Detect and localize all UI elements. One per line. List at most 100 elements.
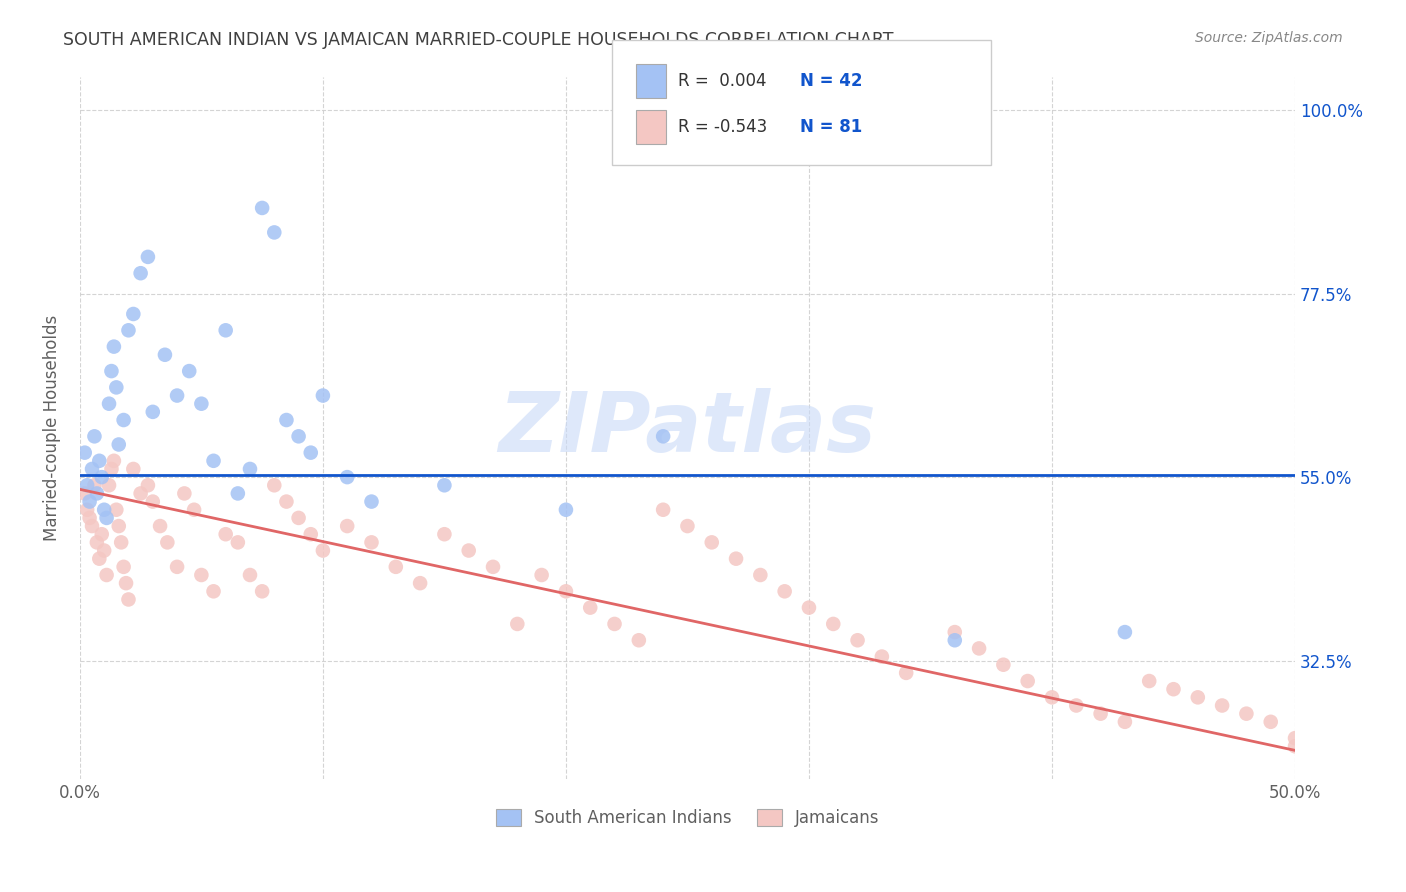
Text: R =  0.004: R = 0.004: [678, 72, 766, 90]
Point: [993, 657, 1015, 672]
Point: [1187, 690, 1209, 705]
Point: [215, 323, 238, 337]
Point: [250, 584, 273, 599]
Point: [312, 543, 335, 558]
Point: [93, 543, 115, 558]
Point: [555, 502, 578, 516]
Point: [96, 568, 118, 582]
Point: [89, 551, 111, 566]
Point: [100, 364, 122, 378]
Y-axis label: Married-couple Households: Married-couple Households: [44, 315, 60, 541]
Point: [1114, 625, 1136, 640]
Point: [142, 405, 165, 419]
Point: [202, 454, 225, 468]
Point: [773, 584, 796, 599]
Point: [239, 462, 262, 476]
Point: [179, 364, 201, 378]
Point: [153, 348, 176, 362]
Point: [90, 527, 112, 541]
Point: [80, 462, 103, 476]
Point: [129, 266, 152, 280]
Point: [173, 486, 195, 500]
Point: [967, 641, 990, 656]
Point: [287, 429, 309, 443]
Point: [215, 527, 238, 541]
Point: [107, 437, 129, 451]
Legend: South American Indians, Jamaicans: South American Indians, Jamaicans: [489, 802, 886, 834]
Point: [263, 478, 285, 492]
Point: [79, 511, 101, 525]
Point: [360, 535, 382, 549]
Point: [117, 592, 139, 607]
Point: [122, 307, 145, 321]
Point: [627, 633, 650, 648]
Point: [103, 454, 125, 468]
Text: N = 81: N = 81: [800, 119, 862, 136]
Point: [1163, 682, 1185, 697]
Point: [129, 486, 152, 500]
Point: [250, 201, 273, 215]
Point: [409, 576, 432, 591]
Point: [797, 600, 820, 615]
Point: [73, 486, 96, 500]
Point: [846, 633, 869, 648]
Point: [90, 470, 112, 484]
Point: [107, 519, 129, 533]
Point: [1260, 714, 1282, 729]
Point: [76, 478, 98, 492]
Point: [183, 502, 205, 516]
Point: [122, 462, 145, 476]
Point: [226, 535, 249, 549]
Point: [287, 511, 309, 525]
Point: [79, 494, 101, 508]
Point: [433, 527, 456, 541]
Point: [105, 380, 128, 394]
Point: [103, 340, 125, 354]
Point: [156, 535, 179, 549]
Point: [506, 616, 529, 631]
Point: [89, 454, 111, 468]
Point: [896, 665, 918, 680]
Point: [112, 413, 135, 427]
Point: [112, 559, 135, 574]
Point: [336, 519, 359, 533]
Text: Source: ZipAtlas.com: Source: ZipAtlas.com: [1195, 31, 1343, 45]
Point: [86, 486, 108, 500]
Point: [299, 527, 322, 541]
Point: [98, 397, 121, 411]
Point: [1234, 706, 1257, 721]
Text: N = 42: N = 42: [800, 72, 862, 90]
Point: [76, 502, 98, 516]
Point: [1284, 739, 1306, 754]
Point: [1017, 673, 1039, 688]
Point: [86, 535, 108, 549]
Point: [579, 600, 602, 615]
Text: R = -0.543: R = -0.543: [678, 119, 766, 136]
Point: [190, 397, 212, 411]
Point: [166, 388, 188, 402]
Point: [1137, 673, 1160, 688]
Point: [1211, 698, 1233, 713]
Point: [93, 502, 115, 516]
Text: ZIPatlas: ZIPatlas: [499, 388, 876, 468]
Point: [100, 462, 122, 476]
Point: [652, 429, 675, 443]
Point: [1114, 714, 1136, 729]
Point: [1064, 698, 1087, 713]
Point: [482, 559, 505, 574]
Point: [239, 568, 262, 582]
Point: [276, 494, 298, 508]
Point: [226, 486, 249, 500]
Point: [149, 519, 172, 533]
Point: [652, 502, 675, 516]
Point: [530, 568, 553, 582]
Point: [336, 470, 359, 484]
Point: [676, 519, 699, 533]
Point: [110, 535, 132, 549]
Point: [166, 559, 188, 574]
Point: [202, 584, 225, 599]
Point: [80, 519, 103, 533]
Point: [105, 502, 128, 516]
Text: SOUTH AMERICAN INDIAN VS JAMAICAN MARRIED-COUPLE HOUSEHOLDS CORRELATION CHART: SOUTH AMERICAN INDIAN VS JAMAICAN MARRIE…: [63, 31, 894, 49]
Point: [136, 478, 159, 492]
